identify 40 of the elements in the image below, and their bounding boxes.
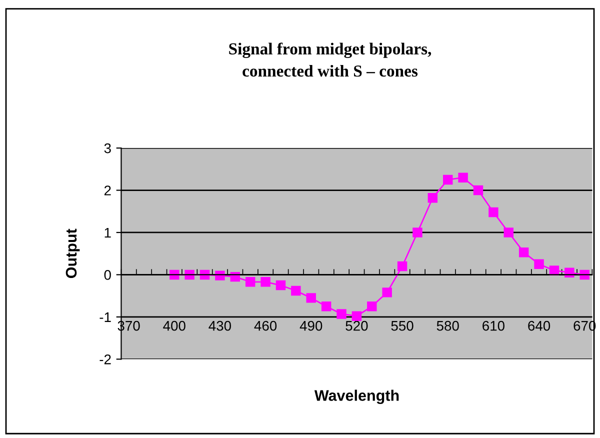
x-tick-label: 430 [208, 320, 231, 331]
point [397, 261, 408, 272]
x-tick-label: 610 [482, 320, 504, 331]
x-tick-label: 640 [528, 320, 550, 331]
point [321, 302, 332, 312]
point [382, 288, 392, 298]
point [276, 280, 286, 290]
point [367, 302, 377, 312]
y-axis-title: Output [66, 228, 80, 278]
point [458, 172, 468, 182]
x-axis-title: Wavelength [314, 390, 399, 404]
y-tick-label: 0 [104, 270, 111, 280]
point [215, 270, 225, 280]
point [291, 286, 301, 296]
x-tick-label: 460 [254, 320, 277, 331]
point [473, 185, 484, 196]
y-tick-label: 2 [104, 186, 111, 196]
y-tick-label: -1 [100, 312, 111, 322]
x-tick-label: 580 [436, 320, 459, 331]
point [245, 277, 256, 287]
point [518, 247, 529, 258]
point [260, 277, 270, 287]
point [443, 174, 453, 185]
x-tick-label: 490 [300, 320, 322, 331]
x-tick-label: 550 [391, 320, 414, 331]
point [504, 228, 514, 238]
y-tick-label: 3 [104, 143, 111, 154]
point [534, 259, 544, 270]
x-tick-label: 400 [163, 320, 186, 331]
point [488, 207, 498, 218]
point [352, 311, 362, 321]
chart-title: Signal from midget bipolars, connected with S – cones [229, 42, 432, 77]
point [564, 268, 574, 278]
y-tick-label: 1 [104, 228, 111, 238]
point [306, 293, 316, 303]
y-tick-label: -2 [100, 354, 111, 364]
point [412, 228, 422, 238]
x-tick-label: 520 [346, 320, 368, 331]
point [428, 193, 438, 203]
point [336, 309, 346, 319]
